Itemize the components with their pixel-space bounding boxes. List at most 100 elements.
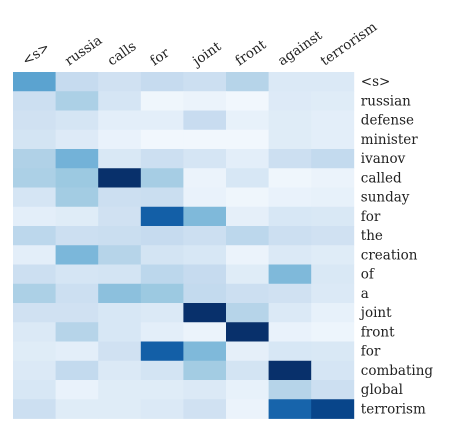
heatmap-cell [55, 110, 99, 131]
heatmap-cell [98, 206, 142, 227]
x-tick-label: <s> [19, 39, 52, 69]
heatmap-cell [13, 303, 56, 323]
heatmap-cell [13, 110, 56, 131]
heatmap-cell [311, 283, 355, 304]
heatmap-cell [226, 187, 269, 208]
heatmap-cell [268, 110, 312, 131]
heatmap-cell [183, 149, 227, 169]
heatmap-cell [98, 380, 142, 400]
heatmap-cell [140, 110, 184, 131]
heatmap-cell [268, 72, 312, 92]
heatmap-cell [183, 303, 227, 323]
heatmap-cell [183, 168, 227, 188]
y-tick-label: terrorism [361, 401, 426, 417]
heatmap-cell [226, 149, 269, 169]
heatmap-cell [268, 303, 312, 323]
heatmap-cell [183, 129, 227, 150]
heatmap-cell [13, 129, 56, 150]
heatmap-cell [311, 149, 355, 169]
heatmap-cell [226, 72, 269, 92]
heatmap-cell [55, 341, 99, 362]
heatmap-cell [98, 264, 142, 285]
y-tick-label: minister [361, 132, 418, 148]
heatmap-cell [140, 245, 184, 265]
x-tick-label: calls [105, 38, 140, 69]
heatmap-cell [268, 245, 312, 265]
x-tick-label: joint [188, 38, 224, 70]
heatmap-cells [13, 72, 355, 419]
heatmap-cell [13, 72, 56, 92]
heatmap-cell [98, 129, 142, 150]
y-tick-label: a [361, 286, 369, 302]
heatmap-cell [55, 360, 99, 381]
heatmap-cell [140, 206, 184, 227]
heatmap-cell [140, 264, 184, 285]
y-tick-label: defense [361, 113, 414, 129]
heatmap-cell [226, 110, 269, 131]
x-tick-label: front [232, 37, 269, 70]
heatmap-cell [268, 360, 312, 381]
heatmap-cell [183, 341, 227, 362]
heatmap-cell [183, 283, 227, 304]
heatmap-cell [98, 168, 142, 188]
heatmap-cell [311, 206, 355, 227]
heatmap-cell [140, 360, 184, 381]
heatmap-cell [140, 226, 184, 246]
heatmap-cell [311, 187, 355, 208]
x-tick-label: for [147, 45, 173, 70]
heatmap-cell [13, 91, 56, 111]
heatmap-cell [183, 245, 227, 265]
heatmap-cell [13, 226, 56, 246]
heatmap-cell [55, 72, 99, 92]
heatmap-cell [268, 341, 312, 362]
heatmap-cell [140, 322, 184, 342]
heatmap-cell [140, 283, 184, 304]
heatmap-cell [183, 380, 227, 400]
heatmap-cell [311, 341, 355, 362]
heatmap-cell [268, 187, 312, 208]
heatmap-cell [268, 399, 312, 419]
heatmap-cell [98, 187, 142, 208]
heatmap-cell [226, 129, 269, 150]
y-tick-label: the [361, 228, 383, 244]
heatmap-cell [226, 168, 269, 188]
heatmap-cell [226, 380, 269, 400]
heatmap-cell [311, 264, 355, 285]
heatmap-cell [268, 226, 312, 246]
heatmap-cell [140, 187, 184, 208]
heatmap-cell [226, 245, 269, 265]
x-tick-label: against [275, 27, 326, 69]
heatmap-cell [13, 322, 56, 342]
heatmap-cell [311, 91, 355, 111]
heatmap-cell [226, 264, 269, 285]
heatmap-cell [226, 322, 269, 342]
heatmap-cell [268, 168, 312, 188]
heatmap-cell [268, 206, 312, 227]
heatmap-cell [140, 399, 184, 419]
heatmap-cell [140, 303, 184, 323]
y-tick-label: joint [359, 305, 392, 321]
y-tick-label: global [361, 382, 403, 398]
heatmap-cell [183, 322, 227, 342]
heatmap-cell [183, 360, 227, 381]
heatmap-cell [226, 206, 269, 227]
y-tick-label: for [361, 209, 381, 225]
heatmap-cell [268, 380, 312, 400]
heatmap-cell [13, 245, 56, 265]
heatmap-cell [140, 341, 184, 362]
heatmap-cell [268, 91, 312, 111]
heatmap-cell [98, 110, 142, 131]
y-tick-label: <s> [361, 74, 391, 90]
heatmap-cell [226, 303, 269, 323]
heatmap-cell [226, 360, 269, 381]
heatmap-cell [311, 245, 355, 265]
heatmap-cell [98, 226, 142, 246]
heatmap-cell [98, 399, 142, 419]
y-tick-label: combating [361, 363, 434, 379]
heatmap-cell [311, 399, 355, 419]
heatmap-cell [268, 283, 312, 304]
heatmap-cell [55, 168, 99, 188]
y-tick-label: called [361, 170, 402, 186]
y-tick-label: creation [361, 247, 418, 263]
